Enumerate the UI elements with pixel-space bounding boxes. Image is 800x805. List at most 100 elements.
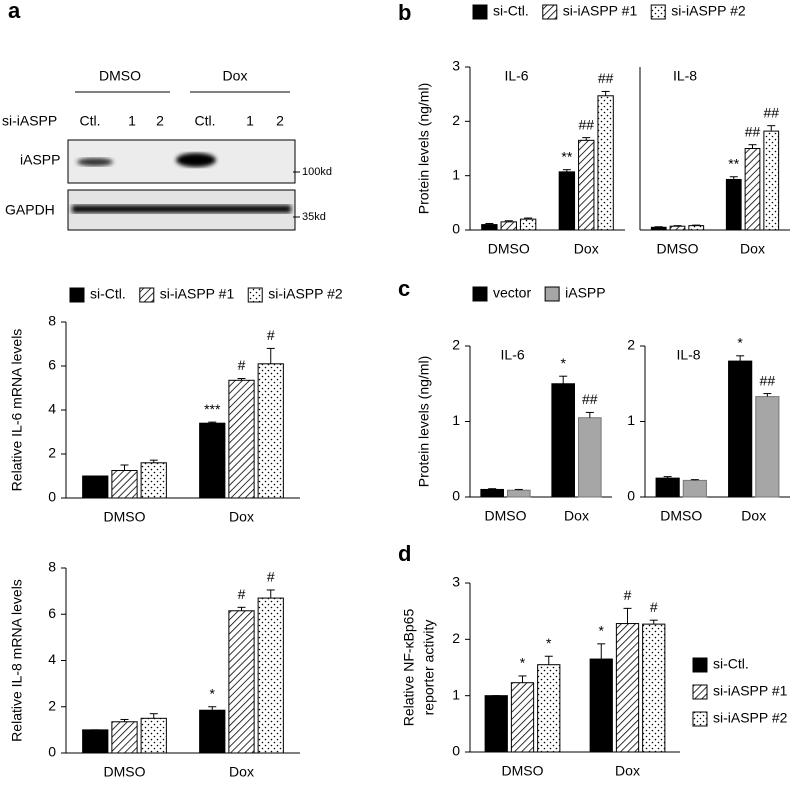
bar	[650, 226, 667, 231]
bar	[228, 379, 255, 499]
x-tick-label: DMSO	[657, 241, 699, 257]
y-axis-label: Protein levels (ng/ml)	[416, 83, 432, 215]
significance-label: #	[238, 586, 246, 602]
legend-swatch	[542, 4, 558, 20]
significance-label: #	[650, 599, 658, 615]
bar	[655, 477, 680, 498]
legend-swatch	[139, 287, 155, 303]
significance-label: **	[728, 155, 739, 171]
x-tick-label: DMSO	[485, 508, 527, 524]
y-tick-label: 2	[627, 337, 635, 353]
bar	[578, 139, 595, 231]
y-tick-label: 0	[48, 489, 56, 505]
bar	[82, 475, 109, 499]
y-tick-label: 1	[452, 166, 460, 182]
significance-label: ##	[578, 116, 594, 132]
significance-label: ##	[745, 123, 761, 139]
band-label: GAPDH	[5, 202, 55, 218]
chart-title: IL-6	[504, 68, 528, 84]
legend-swatch	[472, 4, 488, 20]
y-axis-label: Protein levels (ng/ml)	[416, 356, 432, 488]
legend-swatch	[692, 684, 708, 700]
x-tick-label: DMSO	[104, 509, 146, 525]
x-tick-label: DMSO	[104, 764, 146, 780]
significance-label: #	[267, 569, 275, 585]
legend-label: si-iASPP #2	[268, 286, 343, 302]
panel-label: b	[398, 0, 411, 25]
bar	[228, 610, 255, 754]
panel-label: a	[8, 0, 21, 23]
significance-label: ##	[760, 372, 776, 388]
legend-label: iASPP	[565, 285, 605, 301]
x-tick-label: Dox	[740, 241, 765, 257]
y-tick-label: 4	[48, 401, 56, 417]
legend-label: si-Ctl.	[713, 656, 749, 672]
significance-label: *	[210, 685, 216, 701]
blot-group: Dox	[223, 68, 248, 84]
y-tick-label: 2	[48, 445, 56, 461]
y-axis-label: Relative NF-κBp65	[401, 609, 417, 727]
bar	[688, 225, 705, 231]
bar	[257, 597, 284, 754]
bar	[510, 682, 535, 753]
bar	[500, 221, 517, 231]
lane-label: 1	[246, 113, 254, 129]
bar	[199, 422, 226, 499]
bar	[755, 396, 780, 498]
y-tick-label: 0	[627, 488, 635, 504]
x-tick-label: Dox	[574, 241, 599, 257]
band	[72, 205, 291, 213]
lane-label: Ctl.	[80, 113, 101, 129]
y-tick-label: 4	[48, 651, 56, 667]
bar	[682, 479, 707, 498]
bar	[140, 462, 167, 499]
bar	[519, 218, 537, 231]
y-tick-label: 3	[452, 58, 460, 74]
significance-label: *	[737, 335, 743, 351]
legend-label: si-iASPP #1	[160, 286, 235, 302]
bar	[507, 489, 531, 498]
panel-label: c	[398, 276, 410, 301]
y-tick-label: 0	[452, 488, 460, 504]
bar	[744, 148, 761, 231]
x-tick-label: Dox	[229, 509, 254, 525]
y-tick-label: 0	[452, 221, 460, 237]
legend-label: si-Ctl.	[90, 286, 126, 302]
chart-title: IL-8	[676, 347, 700, 363]
bar	[763, 130, 780, 231]
bar	[728, 360, 753, 498]
bar	[558, 171, 576, 231]
bar	[615, 623, 640, 753]
row-label: si-iASPP	[2, 113, 57, 129]
x-tick-label: DMSO	[502, 763, 544, 779]
y-tick-label: 2	[452, 112, 460, 128]
legend-swatch	[650, 4, 666, 20]
chart-title: IL-6	[501, 347, 525, 363]
bar	[642, 623, 666, 753]
y-tick-label: 8	[48, 313, 56, 329]
y-tick-label: 6	[48, 357, 56, 373]
bar	[597, 95, 614, 231]
band	[77, 158, 113, 166]
legend-label: si-iASPP #2	[713, 710, 788, 726]
y-tick-label: 6	[48, 605, 56, 621]
bar	[669, 225, 686, 231]
legend-swatch	[247, 287, 263, 303]
bar	[484, 695, 508, 753]
y-tick-label: 1	[452, 412, 460, 428]
lane-label: 1	[128, 113, 136, 129]
bar	[111, 721, 138, 754]
significance-label: ***	[204, 401, 221, 417]
x-tick-label: Dox	[229, 764, 254, 780]
significance-label: *	[520, 655, 526, 671]
legend-label: vector	[493, 285, 531, 301]
y-tick-label: 3	[452, 574, 460, 590]
x-tick-label: Dox	[741, 508, 766, 524]
lane-label: 2	[276, 113, 284, 129]
y-tick-label: 1	[452, 686, 460, 702]
blot: DMSO Dox si-iASPP Ctl. 1 2 Ctl. 1 2 iASP…	[2, 68, 332, 231]
bar	[82, 729, 109, 754]
bar	[537, 664, 561, 753]
bar	[725, 178, 742, 231]
y-tick-label: 2	[452, 630, 460, 646]
